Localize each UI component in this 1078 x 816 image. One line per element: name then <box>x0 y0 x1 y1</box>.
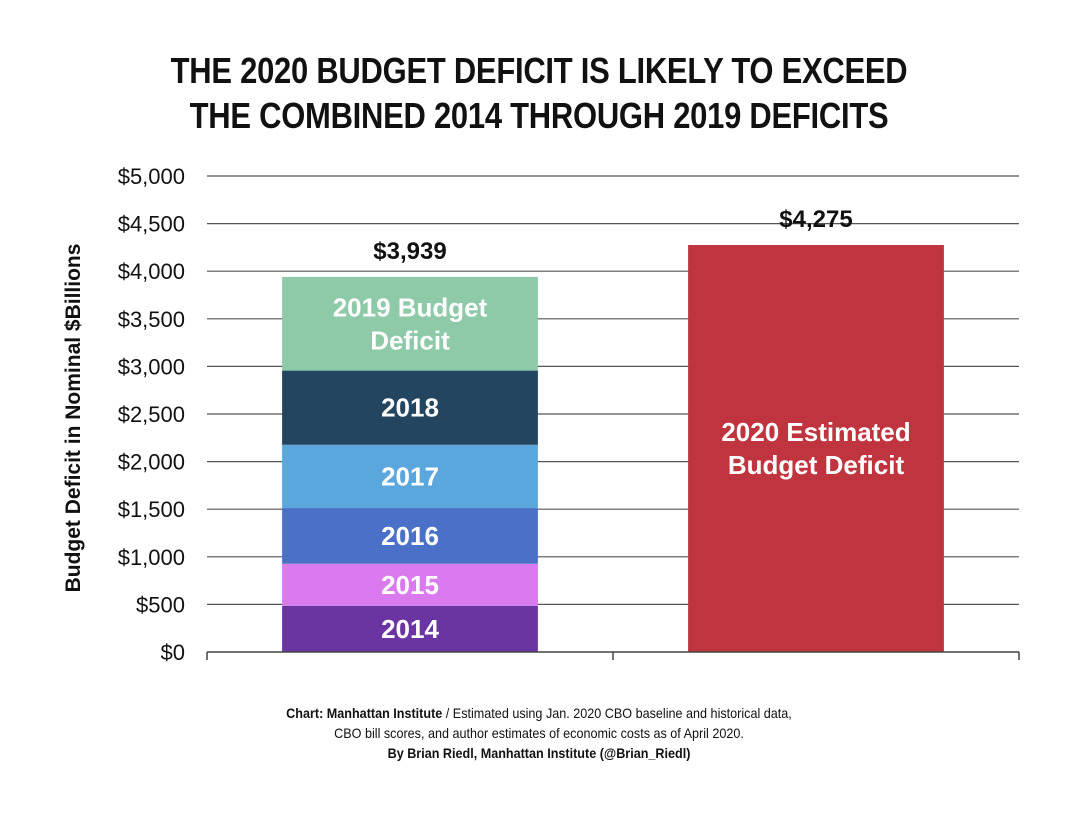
bar-segment <box>282 444 538 509</box>
footer-source-line-1: Chart: Manhattan Institute / Estimated u… <box>54 703 1024 723</box>
y-tick-label: $0 <box>161 640 185 665</box>
bar-segment <box>282 276 538 371</box>
footer-source-line-2: CBO bill scores, and author estimates of… <box>334 725 744 741</box>
bar-segment <box>688 245 944 652</box>
bar-segment <box>282 563 538 606</box>
y-tick-label: $500 <box>136 592 185 617</box>
y-tick-label: $5,000 <box>118 164 185 189</box>
chart-title: THE 2020 BUDGET DEFICIT IS LIKELY TO EXC… <box>75 48 1002 138</box>
bar-total-label: $4,275 <box>779 206 852 233</box>
segment-label: 2017 <box>381 461 439 491</box>
segment-label: 2019 Budget Deficit <box>333 292 488 355</box>
bars: 2014 2015 2016 2017 2018 2019 Budget Deficit $3… <box>282 206 944 652</box>
bar-segment <box>282 605 538 652</box>
footer-byline: By Brian Riedl, Manhattan Institute (@Br… <box>387 745 691 761</box>
y-axis-label: Budget Deficit in Nominal $Billions <box>62 244 85 593</box>
y-tick-label: $2,000 <box>118 450 185 475</box>
stacked-bar-chart: $0 $500 $1,000 $1,500 $2,000 $2,500 $3,000 $3,5… <box>62 164 1020 665</box>
segment-label: 2016 <box>381 521 439 551</box>
source-text-1: Estimated using Jan. 2020 CBO baseline a… <box>452 705 792 721</box>
chart-title-line-1: THE 2020 BUDGET DEFICIT IS LIKELY TO EXC… <box>170 50 908 91</box>
y-tick-label: $4,000 <box>118 259 185 284</box>
chart-title-line-2: THE COMBINED 2014 THROUGH 2019 DEFICITS <box>189 95 889 136</box>
y-tick-label: $1,500 <box>118 497 185 522</box>
segment-label: 2014 <box>381 614 439 644</box>
segment-label: 2018 <box>381 393 439 423</box>
y-tick-label: $3,500 <box>118 307 185 332</box>
y-axis-tick-labels: $0 $500 $1,000 $1,500 $2,000 $2,500 $3,000 $3,5… <box>118 164 185 665</box>
segment-label: 2020 Estimated Budget Deficit <box>721 417 910 480</box>
source-separator: / <box>442 705 453 721</box>
bar-total-label: $3,939 <box>373 238 446 265</box>
bar-segment <box>282 508 538 564</box>
segment-label: 2015 <box>381 570 439 600</box>
source-label: Chart: Manhattan Institute <box>286 705 443 721</box>
x-axis <box>206 651 1020 660</box>
y-tick-label: $4,500 <box>118 212 185 237</box>
y-tick-label: $2,500 <box>118 402 185 427</box>
bar-segment <box>282 370 538 445</box>
chart-footer: Chart: Manhattan Institute / Estimated u… <box>54 703 1024 763</box>
y-tick-label: $3,000 <box>118 354 185 379</box>
y-tick-label: $1,000 <box>118 545 185 570</box>
